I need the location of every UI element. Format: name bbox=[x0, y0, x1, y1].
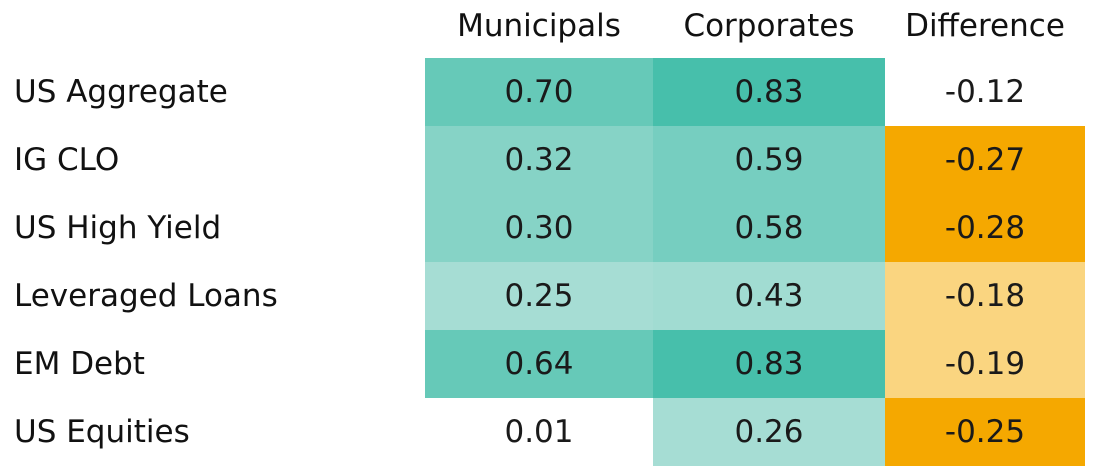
row-label-us-aggregate: US Aggregate bbox=[14, 74, 228, 110]
cell-em-debt-difference: -0.19 bbox=[885, 330, 1085, 398]
row-label-us-high-yield: US High Yield bbox=[14, 210, 222, 246]
cell-us-high-yield-corporates: 0.58 bbox=[653, 194, 885, 262]
cell-us-aggregate-corporates: 0.83 bbox=[653, 58, 885, 126]
cell-leveraged-loans-municipals: 0.25 bbox=[425, 262, 653, 330]
cell-us-equities-municipals: 0.01 bbox=[425, 398, 653, 466]
column-header-municipals: Municipals bbox=[457, 8, 621, 44]
cell-leveraged-loans-difference: -0.18 bbox=[885, 262, 1085, 330]
cell-us-equities-difference: -0.25 bbox=[885, 398, 1085, 466]
column-header-corporates: Corporates bbox=[683, 8, 855, 44]
cell-us-aggregate-difference: -0.12 bbox=[885, 58, 1085, 126]
cell-em-debt-municipals: 0.64 bbox=[425, 330, 653, 398]
cell-ig-clo-municipals: 0.32 bbox=[425, 126, 653, 194]
cell-em-debt-corporates: 0.83 bbox=[653, 330, 885, 398]
cell-us-high-yield-municipals: 0.30 bbox=[425, 194, 653, 262]
row-label-ig-clo: IG CLO bbox=[14, 142, 120, 178]
row-label-em-debt: EM Debt bbox=[14, 346, 145, 382]
cell-us-aggregate-municipals: 0.70 bbox=[425, 58, 653, 126]
column-header-difference: Difference bbox=[905, 8, 1065, 44]
cell-ig-clo-corporates: 0.59 bbox=[653, 126, 885, 194]
cell-us-high-yield-difference: -0.28 bbox=[885, 194, 1085, 262]
cell-ig-clo-difference: -0.27 bbox=[885, 126, 1085, 194]
cell-us-equities-corporates: 0.26 bbox=[653, 398, 885, 466]
row-label-us-equities: US Equities bbox=[14, 414, 190, 450]
cell-leveraged-loans-corporates: 0.43 bbox=[653, 262, 885, 330]
row-label-leveraged-loans: Leveraged Loans bbox=[14, 278, 278, 314]
